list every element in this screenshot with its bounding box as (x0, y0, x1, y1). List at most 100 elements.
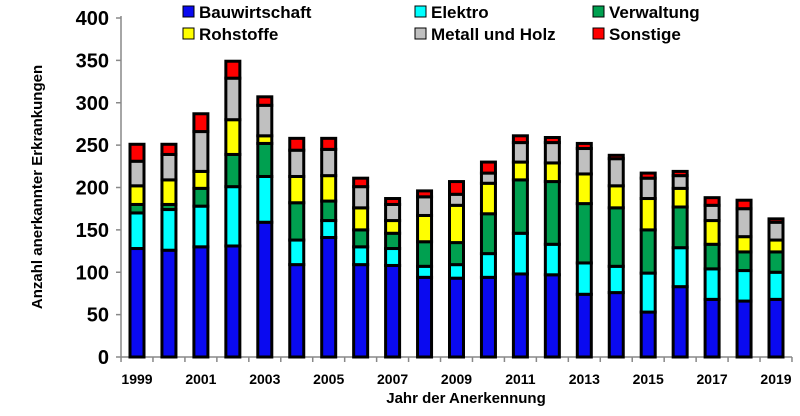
bar-segment-verwaltung (575, 202, 593, 265)
bar-segment-rohstoffe (128, 184, 146, 206)
y-axis-label: Anzahl anerkannter Erkrankungen (29, 65, 46, 309)
bar-segment-elektro (735, 269, 753, 303)
bar-segment-elektro (320, 219, 338, 240)
x-axis: 1999 2001 2003 2005 2007 2009 2011 2013 2015 2017… (120, 356, 793, 387)
bar-segment-metall-und-holz (575, 147, 593, 176)
y-tick-label: 350 (76, 50, 109, 72)
bar-segment-metall-und-holz (479, 171, 497, 185)
bar-segment-sonstige (160, 142, 178, 156)
bar-segment-sonstige (575, 141, 593, 151)
bar-segment-rohstoffe (320, 174, 338, 203)
bar-segment-bauwirtschaft (352, 263, 370, 359)
bar-segment-verwaltung (224, 152, 242, 189)
bar-segment-elektro (192, 204, 210, 249)
x-tick-label: 1999 (121, 371, 152, 387)
y-tick-label: 250 (76, 135, 109, 157)
bar-segment-bauwirtschaft (224, 244, 242, 359)
bar-segment-rohstoffe (575, 172, 593, 206)
bar-segment-rohstoffe (384, 219, 402, 235)
bar-segment-metall-und-holz (639, 176, 657, 201)
bar-segment-metall-und-holz (384, 202, 402, 223)
bar-segment-elektro (607, 264, 625, 295)
bar-segment-bauwirtschaft (511, 272, 529, 359)
bar-segment-sonstige (767, 217, 785, 224)
bar-segment-rohstoffe (735, 235, 753, 254)
legend-swatch (182, 5, 195, 18)
bar-segment-verwaltung (256, 141, 274, 178)
bar-segment-verwaltung (384, 231, 402, 251)
bar-segment-sonstige (192, 112, 210, 134)
legend-swatch (592, 27, 605, 40)
bar-segment-rohstoffe (352, 206, 370, 232)
bar-segment-bauwirtschaft (384, 263, 402, 359)
bar-segment-elektro (543, 242, 561, 277)
bar-segment-bauwirtschaft (703, 297, 721, 359)
legend: Bauwirtschaft Elektro Verwaltung Rohstoffe M… (182, 3, 700, 44)
x-tick-label: 2013 (569, 371, 600, 387)
bar-segment-sonstige (384, 197, 402, 206)
bar-segment-elektro (479, 252, 497, 279)
bar-segment-rohstoffe (448, 203, 465, 245)
x-tick-label: 2009 (441, 371, 472, 387)
x-tick-label: 2011 (505, 371, 536, 387)
bar-segment-bauwirtschaft (160, 248, 178, 359)
x-tick-label: 2001 (185, 371, 216, 387)
bar-segment-elektro (224, 185, 242, 248)
bar-segment-elektro (288, 238, 306, 267)
bar-segment-bauwirtschaft (767, 297, 785, 359)
bar-segment-sonstige (543, 135, 561, 145)
bar-segment-sonstige (703, 196, 721, 207)
y-tick-label: 100 (76, 262, 109, 284)
bar-segment-metall-und-holz (416, 195, 434, 217)
bar-segment-elektro (639, 271, 657, 314)
bar-segment-bauwirtschaft (128, 247, 146, 359)
bar-segment-metall-und-holz (543, 141, 561, 165)
bar-segment-elektro (128, 211, 146, 251)
y-tick-label: 50 (87, 305, 109, 327)
bar-segment-elektro (575, 261, 593, 296)
x-tick-label: 2019 (760, 371, 791, 387)
y-tick-label: 300 (76, 93, 109, 115)
bar-segment-sonstige (639, 171, 657, 180)
bar-segment-metall-und-holz (448, 192, 465, 207)
bar-segment-rohstoffe (703, 219, 721, 246)
bar-segment-rohstoffe (160, 178, 178, 206)
bar-segment-rohstoffe (511, 160, 529, 182)
bar-segment-rohstoffe (671, 186, 689, 209)
bar-segment-bauwirtschaft (448, 276, 465, 359)
bar-segment-verwaltung (320, 199, 338, 223)
bar-segment-metall-und-holz (511, 141, 529, 164)
bar-segment-elektro (352, 245, 370, 267)
bar-segment-metall-und-holz (224, 76, 242, 122)
bar-segment-rohstoffe (607, 184, 625, 210)
bar-segment-verwaltung (416, 240, 434, 268)
bar-segment-metall-und-holz (767, 220, 785, 242)
bar-segment-bauwirtschaft (639, 310, 657, 359)
legend-swatch (182, 27, 195, 40)
bar-segment-elektro (384, 247, 402, 267)
bar-segment-verwaltung (479, 212, 497, 256)
bar-segment-metall-und-holz (160, 152, 178, 182)
bar-segment-sonstige (128, 142, 146, 163)
x-tick-label: 2015 (633, 371, 664, 387)
bar-segment-verwaltung (607, 206, 625, 268)
bar-segment-metall-und-holz (192, 130, 210, 173)
bar-segment-bauwirtschaft (192, 245, 210, 359)
bar-segment-rohstoffe (639, 197, 657, 232)
x-tick-label: 2005 (313, 371, 344, 387)
x-tick-label: 2003 (249, 371, 280, 387)
bar-segment-rohstoffe (767, 238, 785, 254)
bar-segment-sonstige (352, 176, 370, 189)
bar-segment-bauwirtschaft (575, 292, 593, 359)
x-tick-label: 2017 (697, 371, 728, 387)
bar-segment-bauwirtschaft (320, 236, 338, 359)
bar-segment-elektro (511, 231, 529, 276)
bar-segment-bauwirtschaft (671, 285, 689, 359)
bar-segment-sonstige (256, 95, 274, 107)
bar-segment-metall-und-holz (735, 207, 753, 239)
bar-segment-metall-und-holz (256, 103, 274, 138)
bar-segment-verwaltung (192, 186, 210, 208)
bar-segment-rohstoffe (224, 118, 242, 156)
legend-swatch (414, 27, 427, 40)
